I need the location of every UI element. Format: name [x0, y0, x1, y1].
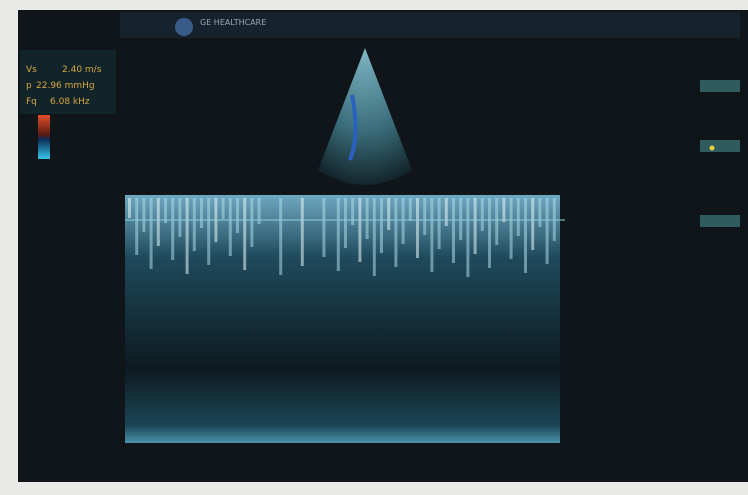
streak: [250, 198, 254, 247]
streak: [279, 198, 283, 275]
streak: [387, 198, 391, 230]
streak: [473, 198, 477, 254]
streak: [372, 198, 376, 276]
measurement-label: Vs: [26, 65, 37, 75]
streak: [156, 198, 160, 246]
streak: [538, 198, 542, 227]
side-control: [700, 80, 740, 92]
streak: [516, 198, 520, 236]
streak: [380, 198, 383, 253]
streak: [344, 198, 347, 248]
streak: [509, 198, 513, 259]
streak: [135, 198, 139, 255]
streak: [408, 198, 412, 221]
streak: [192, 198, 196, 251]
streak: [444, 198, 448, 226]
streak: [300, 198, 304, 266]
spectrum-streaks: [128, 198, 556, 277]
streak: [524, 198, 527, 273]
streak: [495, 198, 499, 245]
streak: [200, 198, 203, 228]
streak: [142, 198, 146, 232]
measurement-value: 22.96 mmHg: [36, 81, 95, 91]
streak: [228, 198, 232, 256]
streak: [466, 198, 470, 277]
streak: [178, 198, 182, 237]
streak: [545, 198, 549, 264]
measurement-panel: [20, 50, 116, 114]
streak: [351, 198, 355, 225]
streak: [531, 198, 535, 250]
measurement-label: Fq: [26, 97, 37, 107]
streak: [437, 198, 441, 249]
indicator: [709, 145, 715, 151]
color-bar: [38, 115, 50, 159]
streak: [459, 198, 463, 240]
streak: [401, 198, 405, 244]
side-control: [700, 215, 740, 227]
streak: [358, 198, 362, 262]
header-bar: [120, 12, 740, 38]
streak: [452, 198, 455, 263]
streak: [149, 198, 153, 269]
brand: GE HEALTHCARE: [200, 18, 266, 27]
streak: [185, 198, 189, 274]
streak: [243, 198, 247, 270]
ge-logo: [175, 18, 193, 36]
color-flow: [348, 94, 358, 161]
streak: [480, 198, 484, 231]
streak: [257, 198, 261, 224]
streak: [423, 198, 427, 235]
sector-image: [318, 48, 412, 185]
streak: [394, 198, 398, 267]
measurement-value: 6.08 kHz: [50, 97, 90, 107]
streak: [502, 198, 506, 222]
streak: [336, 198, 340, 271]
streak: [128, 198, 131, 218]
streak: [322, 198, 326, 257]
measurement-value: 2.40 m/s: [62, 65, 102, 75]
streak: [221, 198, 225, 219]
streak: [488, 198, 491, 268]
streak: [171, 198, 175, 260]
streak: [416, 198, 419, 258]
streak: [430, 198, 434, 272]
doppler-spectrum: [125, 195, 560, 443]
streak: [164, 198, 167, 223]
streak: [365, 198, 369, 239]
measurement-label: p: [26, 81, 32, 91]
streak: [236, 198, 239, 233]
streak: [207, 198, 211, 265]
side-control: [700, 140, 740, 152]
